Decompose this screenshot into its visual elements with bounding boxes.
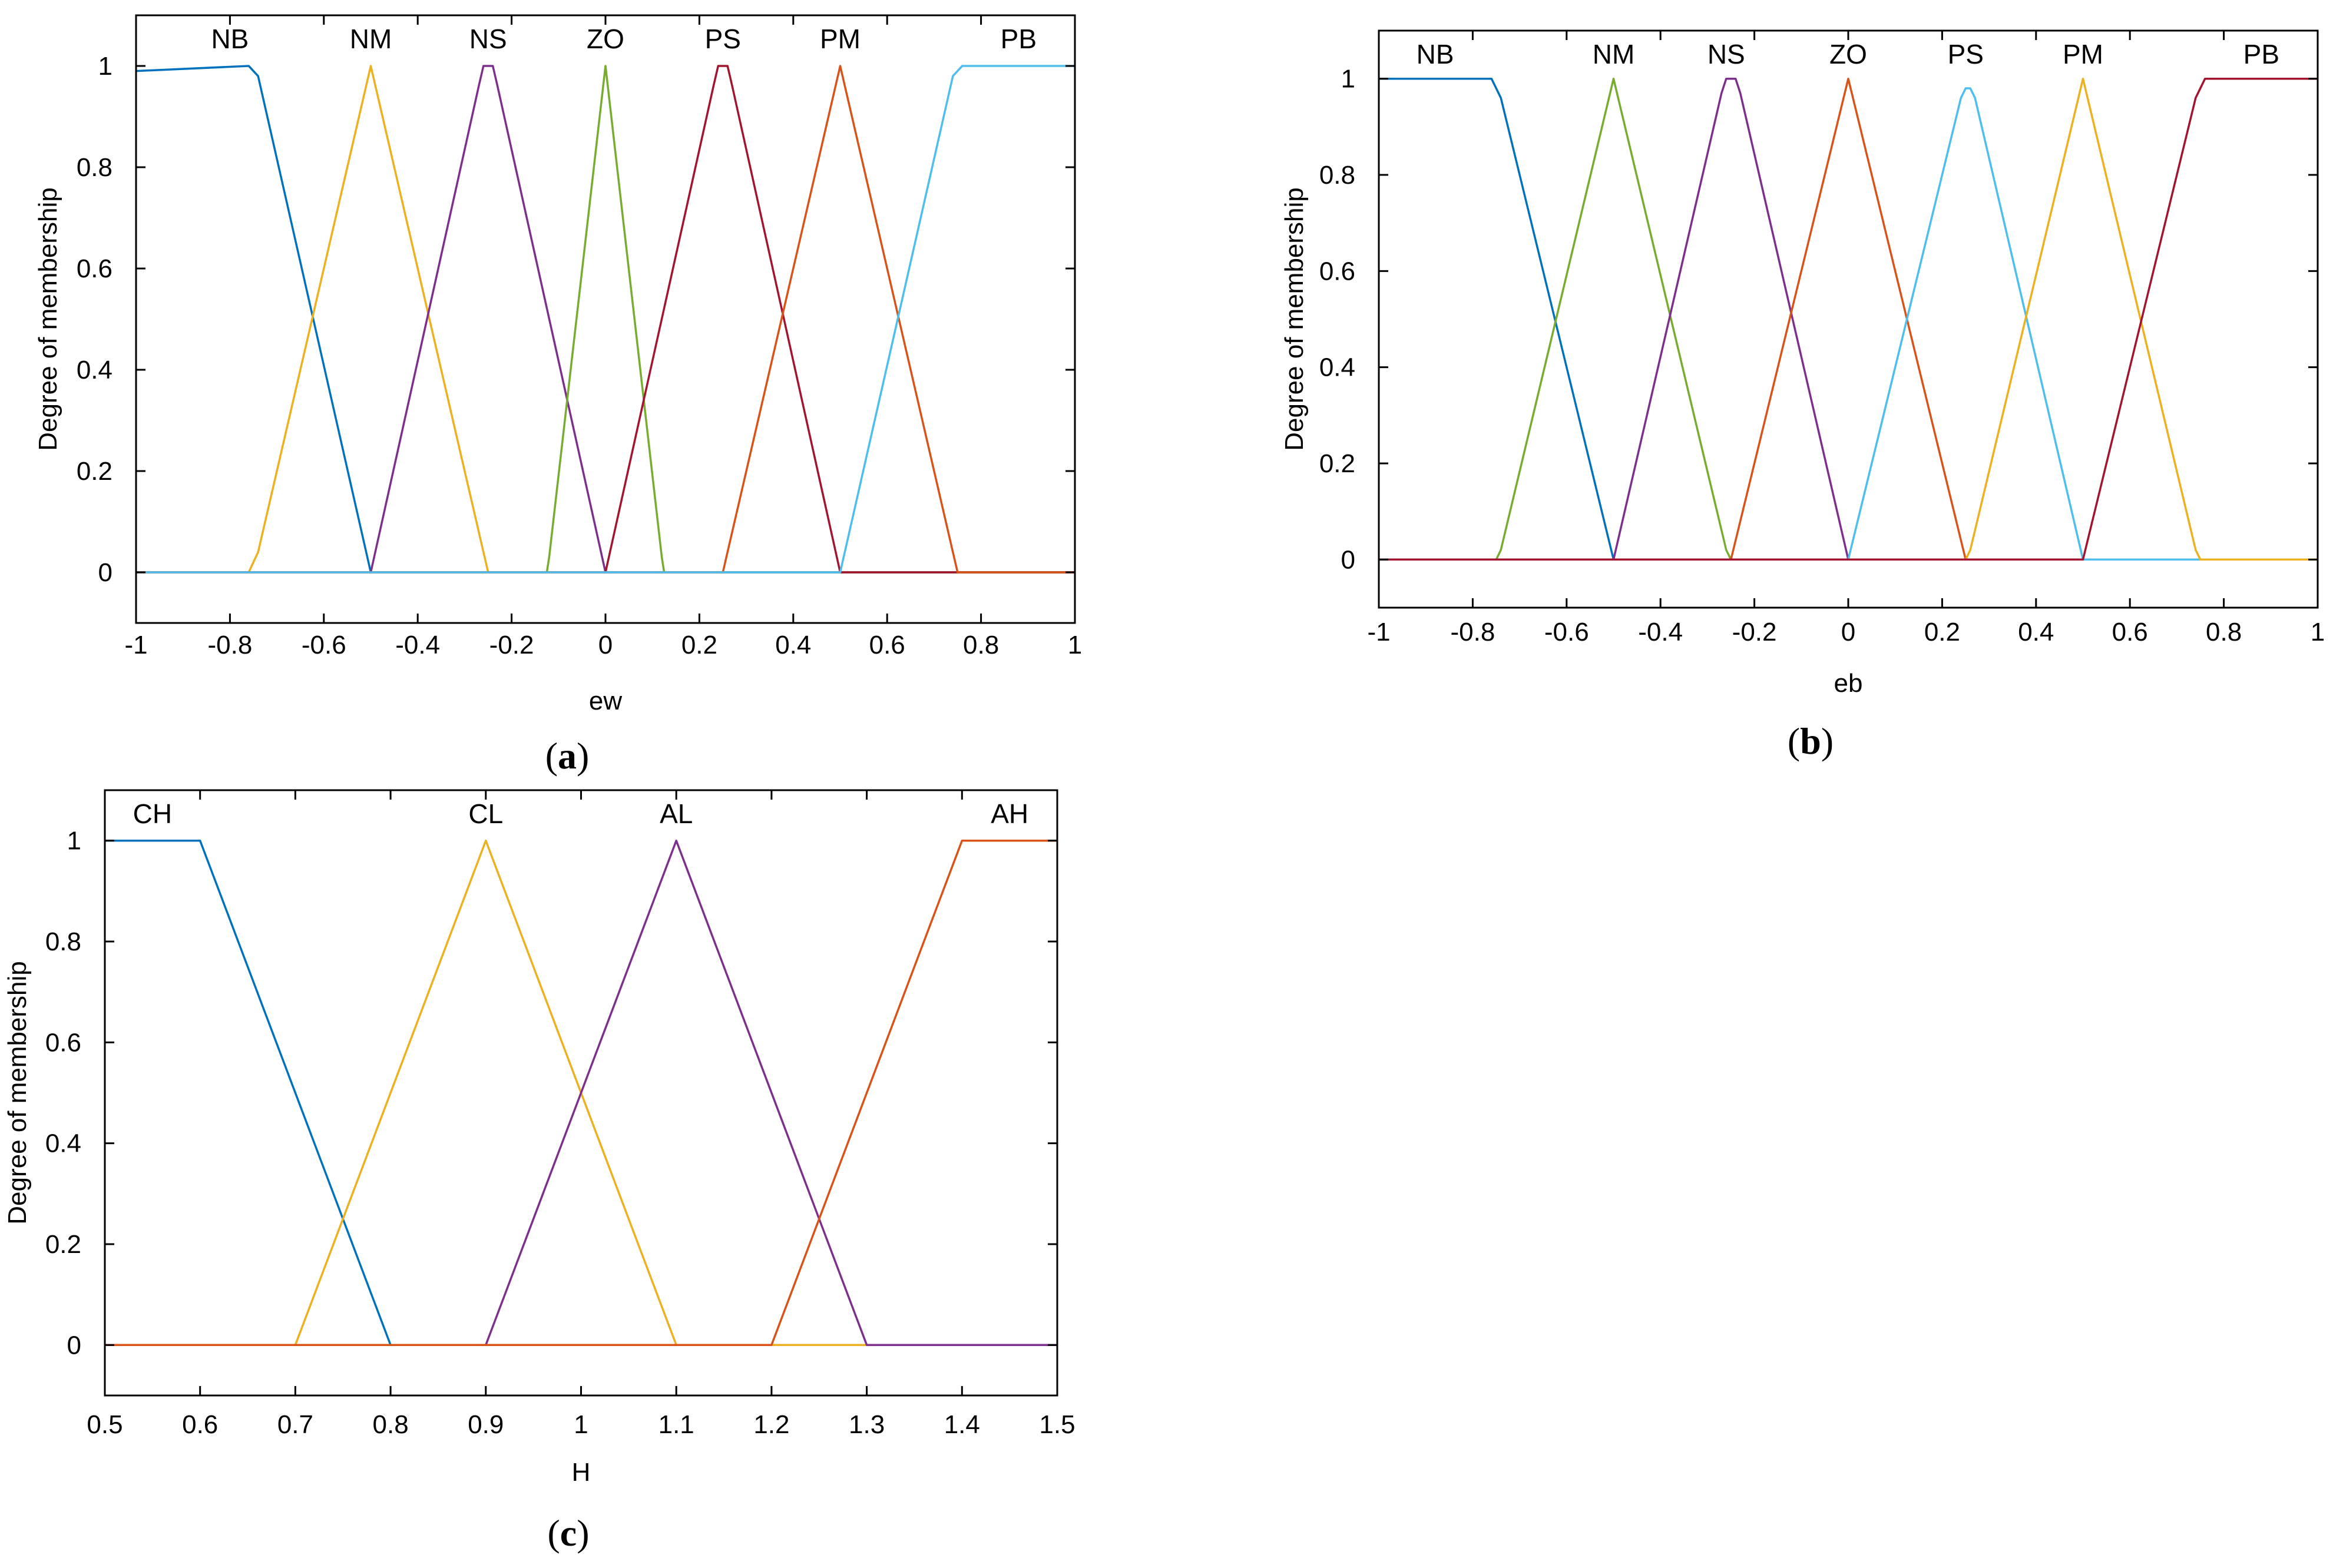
y-tick-label: 0.8 — [77, 153, 112, 182]
x-tick-label: 0.8 — [373, 1410, 409, 1439]
x-axis-label: eb — [1834, 669, 1863, 698]
mf-label-pb: PB — [1001, 24, 1037, 54]
y-tick-label: 0.2 — [45, 1230, 81, 1259]
mf-label-al: AL — [660, 798, 693, 829]
mf-label-nb: NB — [211, 24, 249, 54]
x-tick-label: 0.6 — [182, 1410, 218, 1439]
series-line-pb — [1379, 77, 2318, 561]
x-tick-label: 0.9 — [468, 1410, 504, 1439]
mf-label-ns: NS — [469, 24, 507, 54]
y-tick-label: 0.2 — [77, 457, 112, 486]
x-tick-label: 0.2 — [681, 631, 717, 659]
x-tick-label: -1 — [124, 631, 147, 659]
mf-label-nm: NM — [350, 24, 392, 54]
mf-label-zo: ZO — [1829, 39, 1867, 69]
y-tick-label: 0.6 — [77, 254, 112, 283]
y-tick-label: 0.8 — [45, 927, 81, 956]
x-tick-label: 1.5 — [1039, 1410, 1075, 1439]
panel-caption: (b) — [1788, 720, 1834, 762]
mf-label-cl: CL — [468, 798, 503, 829]
y-tick-label: 0.6 — [1319, 257, 1355, 286]
y-axis-label: Degree of membership — [34, 187, 62, 451]
mf-label-ns: NS — [1707, 39, 1745, 69]
y-tick-label: 0.6 — [45, 1028, 81, 1057]
mf-label-nm: NM — [1593, 39, 1635, 69]
mf-label-zo: ZO — [587, 24, 624, 54]
y-tick-label: 0 — [98, 558, 112, 587]
y-tick-label: 1 — [98, 52, 112, 81]
series-line-ns — [1379, 77, 2318, 561]
series-line-ps — [136, 65, 1075, 574]
x-tick-label: 0.4 — [775, 631, 811, 659]
chart-panel: 0.5 0.6 0.7 0.8 0.9 1 1.1 1.2 1.3 1.4 1.5 0 0.2 0.4 0.… — [3, 789, 1076, 1554]
mf-label-ch: CH — [133, 798, 172, 829]
x-tick-label: 0 — [598, 631, 613, 659]
x-tick-label: -0.4 — [1638, 618, 1683, 647]
x-tick-label: -0.8 — [1450, 618, 1495, 647]
x-tick-label: 1 — [1068, 631, 1082, 659]
mf-label-ps: PS — [1948, 39, 1984, 69]
x-axis-label: H — [572, 1458, 591, 1487]
mf-label-nb: NB — [1417, 39, 1454, 69]
series-line-ah — [105, 839, 1057, 1347]
series-line-ns — [136, 65, 1075, 574]
y-axis-label: Degree of membership — [3, 961, 32, 1225]
panel-caption: (c) — [547, 1512, 589, 1554]
x-tick-label: 0 — [1841, 618, 1855, 647]
y-tick-label: 0.4 — [1319, 353, 1355, 382]
y-tick-label: 0.4 — [77, 356, 112, 384]
x-tick-label: -0.2 — [489, 631, 534, 659]
series-line-pb — [136, 65, 1075, 574]
x-tick-label: 0.4 — [2018, 618, 2054, 647]
x-tick-label: -0.6 — [1544, 618, 1589, 647]
x-tick-label: 0.2 — [1924, 618, 1960, 647]
mf-label-pm: PM — [820, 24, 861, 54]
x-tick-label: 0.6 — [2112, 618, 2148, 647]
y-tick-label: 0.4 — [45, 1129, 81, 1158]
x-tick-label: 0.6 — [869, 631, 905, 659]
mf-label-ps: PS — [705, 24, 741, 54]
y-tick-label: 1 — [67, 827, 81, 856]
x-tick-label: 0.8 — [2206, 618, 2242, 647]
mf-label-pb: PB — [2243, 39, 2279, 69]
x-tick-label: -1 — [1367, 618, 1390, 647]
x-tick-label: 0.7 — [277, 1410, 313, 1439]
mf-label-pm: PM — [2063, 39, 2103, 69]
x-tick-label: 1 — [2311, 618, 2325, 647]
y-tick-label: 0 — [1341, 545, 1355, 574]
x-tick-label: -0.8 — [207, 631, 252, 659]
series-line-ps — [1379, 87, 2318, 561]
chart-panel: -1 -0.8 -0.6 -0.4 -0.2 0 0.2 0.4 0.6 0.8 1 0 0.2 0.4 0… — [34, 14, 1082, 777]
y-tick-label: 0 — [67, 1331, 81, 1360]
chart-panel: -1 -0.8 -0.6 -0.4 -0.2 0 0.2 0.4 0.6 0.8 1 0 0.2 0.4 0… — [1280, 29, 2325, 762]
panel-caption: (a) — [545, 735, 590, 777]
x-tick-label: 1.4 — [944, 1410, 980, 1439]
x-tick-label: -0.2 — [1732, 618, 1777, 647]
x-tick-label: 0.5 — [87, 1410, 123, 1439]
x-tick-label: -0.4 — [395, 631, 440, 659]
x-tick-label: -0.6 — [302, 631, 346, 659]
y-axis-label: Degree of membership — [1280, 187, 1309, 451]
x-tick-label: 1 — [574, 1410, 588, 1439]
y-tick-label: 1 — [1341, 65, 1355, 94]
x-tick-label: 0.8 — [963, 631, 999, 659]
y-tick-label: 0.2 — [1319, 449, 1355, 478]
y-tick-label: 0.8 — [1319, 161, 1355, 190]
x-tick-label: 1.2 — [753, 1410, 789, 1439]
x-tick-label: 1.1 — [658, 1410, 694, 1439]
x-axis-label: ew — [589, 687, 622, 715]
mf-label-ah: AH — [991, 798, 1028, 829]
x-tick-label: 1.3 — [849, 1410, 885, 1439]
